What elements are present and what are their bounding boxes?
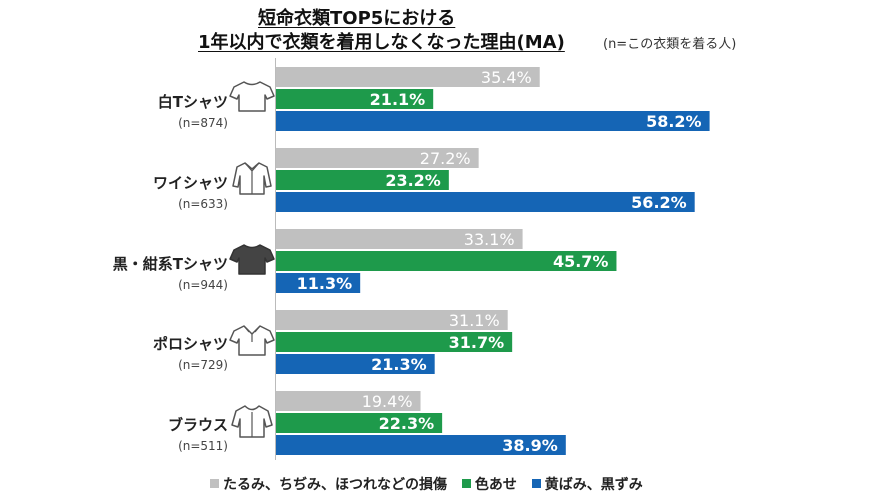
legend-item-fade: 色あせ xyxy=(461,474,517,494)
category-sample-size: (n=729) xyxy=(178,358,228,372)
bar-polo-shirt-damage xyxy=(276,310,508,330)
bar-dress-shirt-damage xyxy=(276,148,479,168)
category-sample-size: (n=874) xyxy=(178,116,228,130)
data-label-black-tshirt-damage: 33.1% xyxy=(464,230,515,249)
category-label-polo-shirt: ポロシャツ (n=729) xyxy=(78,333,228,372)
category-name: 黒・紺系Tシャツ xyxy=(112,255,228,273)
data-label-white-tshirt-yellow: 58.2% xyxy=(646,112,702,131)
tshirt-white-icon xyxy=(229,81,275,112)
data-label-dress-shirt-yellow: 56.2% xyxy=(631,193,687,212)
data-label-dress-shirt-damage: 27.2% xyxy=(420,149,471,168)
data-label-black-tshirt-yellow: 11.3% xyxy=(297,274,353,293)
legend-label-yellow: 黄ばみ、黒ずみ xyxy=(544,477,643,493)
data-label-polo-shirt-damage: 31.1% xyxy=(449,311,500,330)
bar-white-tshirt-damage xyxy=(276,67,540,87)
bar-blouse-fade xyxy=(276,413,443,433)
legend-item-yellow: 黄ばみ、黒ずみ xyxy=(531,474,643,494)
bar-blouse-yellow xyxy=(276,435,566,455)
category-name: ブラウス xyxy=(167,416,228,434)
chart-title-line-2: 1年以内で衣類を着用しなくなった理由(MA) xyxy=(198,32,565,53)
bar-black-tshirt-damage xyxy=(276,229,523,249)
bar-black-tshirt-yellow xyxy=(276,273,361,293)
category-sample-size: (n=511) xyxy=(178,439,228,453)
bar-polo-shirt-yellow xyxy=(276,354,435,374)
data-label-polo-shirt-yellow: 21.3% xyxy=(371,355,427,374)
category-sample-size: (n=944) xyxy=(178,278,228,292)
category-name: 白Tシャツ xyxy=(157,93,228,111)
legend-swatch-damage xyxy=(210,479,219,488)
data-label-blouse-yellow: 38.9% xyxy=(502,436,558,455)
chart-sample-note: (n=この衣類を着る人) xyxy=(603,37,737,52)
category-label-white-tshirt: 白Tシャツ (n=874) xyxy=(78,91,228,130)
data-label-blouse-damage: 19.4% xyxy=(362,392,413,411)
bar-dress-shirt-fade xyxy=(276,170,449,190)
data-label-blouse-fade: 22.3% xyxy=(379,414,435,433)
tshirt-black-icon xyxy=(229,244,275,275)
bar-blouse-damage xyxy=(276,391,421,411)
data-label-polo-shirt-fade: 31.7% xyxy=(449,333,505,352)
polo-shirt-icon xyxy=(229,325,275,356)
bar-white-tshirt-fade xyxy=(276,89,434,109)
data-label-dress-shirt-fade: 23.2% xyxy=(385,171,441,190)
legend-label-damage: たるみ、ちぢみ、ほつれなどの損傷 xyxy=(223,477,447,493)
chart-legend: たるみ、ちぢみ、ほつれなどの損傷 色あせ 黄ばみ、黒ずみ xyxy=(210,474,653,494)
bar-black-tshirt-fade xyxy=(276,251,617,271)
category-name: ポロシャツ xyxy=(152,335,228,353)
bar-white-tshirt-yellow xyxy=(276,111,710,131)
category-label-dress-shirt: ワイシャツ (n=633) xyxy=(78,172,228,211)
data-label-white-tshirt-damage: 35.4% xyxy=(481,68,532,87)
bar-dress-shirt-yellow xyxy=(276,192,695,212)
legend-swatch-fade xyxy=(461,479,471,488)
data-label-black-tshirt-fade: 45.7% xyxy=(553,252,609,271)
category-name: ワイシャツ xyxy=(152,174,228,192)
chart-title-line-1: 短命衣類TOP5における xyxy=(258,8,456,29)
dress-shirt-icon xyxy=(232,162,272,195)
blouse-icon xyxy=(231,405,273,438)
legend-swatch-yellow xyxy=(531,479,541,488)
legend-item-damage: たるみ、ちぢみ、ほつれなどの損傷 xyxy=(210,474,447,494)
category-label-black-tshirt: 黒・紺系Tシャツ (n=944) xyxy=(78,253,228,292)
bar-chart: 35.4% 21.1% 58.2% 27.2% 23.2% 56.2% 33.1% 45.7%… xyxy=(229,58,710,460)
category-sample-size: (n=633) xyxy=(178,197,228,211)
bar-polo-shirt-fade xyxy=(276,332,513,352)
data-label-white-tshirt-fade: 21.1% xyxy=(370,90,426,109)
legend-label-fade: 色あせ xyxy=(474,477,517,493)
category-label-blouse: ブラウス (n=511) xyxy=(78,414,228,453)
